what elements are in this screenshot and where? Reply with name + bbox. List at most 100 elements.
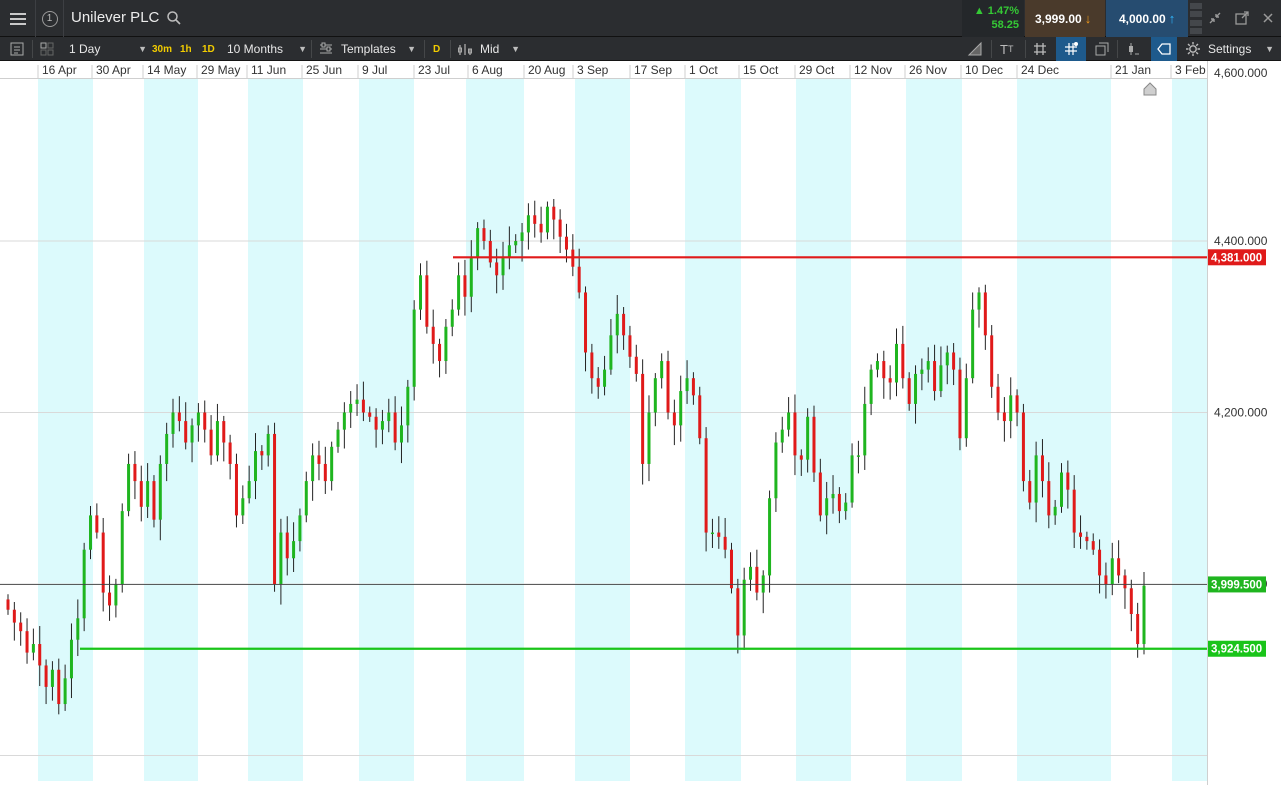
candle-body <box>894 343 898 383</box>
interval-dropdown[interactable]: 1 Day ▼ <box>69 37 147 61</box>
collapse-icon[interactable] <box>1206 9 1224 27</box>
candle-body <box>552 206 556 220</box>
candle-body <box>171 412 175 434</box>
candle-body <box>469 258 473 297</box>
buy-button[interactable]: 4,000.00 ↑ <box>1106 0 1188 37</box>
candle-body <box>95 515 99 533</box>
quick-interval-1h[interactable]: 1h <box>180 43 192 55</box>
market-depth-icon[interactable] <box>1190 3 1202 34</box>
date-band <box>906 78 962 781</box>
candle-body <box>101 532 105 593</box>
sell-button[interactable]: 3,999.00 ↓ <box>1025 0 1105 37</box>
quick-interval-30m[interactable]: 30m <box>152 43 173 55</box>
candlestick-chart[interactable]: 16 Apr 30 Apr 14 May 29 May 11 Jun 25 Jun 9 Ju… <box>0 61 1281 785</box>
candle-body <box>679 391 683 426</box>
x-tick-label: 24 Dec <box>1021 63 1059 77</box>
candle-body <box>114 584 118 606</box>
chart-list-icon[interactable] <box>8 40 26 58</box>
candle-body <box>850 455 854 503</box>
day-badge[interactable]: D <box>433 43 441 55</box>
close-icon[interactable] <box>1259 9 1277 27</box>
price-chart[interactable]: 16 Apr 30 Apr 14 May 29 May 11 Jun 25 Jun 9 Ju… <box>0 61 1281 785</box>
candle-body <box>996 386 1000 413</box>
y-tick-label: 4,400.000 <box>1214 234 1268 248</box>
candle-body <box>856 455 860 457</box>
candle-body <box>355 399 359 404</box>
chevron-down-icon: ▼ <box>1265 44 1274 54</box>
candle-body <box>1040 455 1044 482</box>
candle-body <box>914 373 918 404</box>
x-tick-label: 21 Jan <box>1115 63 1151 77</box>
copy-icon[interactable] <box>1093 40 1111 58</box>
date-band <box>466 78 524 781</box>
candle-body <box>634 356 638 374</box>
draw-line-icon[interactable] <box>966 40 984 58</box>
candle-body <box>729 549 733 589</box>
candle-body <box>622 313 626 336</box>
candle-body <box>228 442 232 464</box>
candle-body <box>260 451 264 456</box>
candle-body <box>755 566 759 593</box>
slot-number: 1 <box>41 10 58 27</box>
candle-body <box>495 262 499 276</box>
chart-slot-button[interactable]: 1 <box>36 0 64 37</box>
candle-body <box>539 223 543 233</box>
settings-dropdown[interactable]: Settings ▼ <box>1208 37 1274 61</box>
candle-body <box>818 472 822 516</box>
candle-body <box>323 463 327 482</box>
candle-body <box>577 266 581 293</box>
date-band <box>359 78 414 781</box>
hamburger-icon <box>9 17 26 20</box>
candle-body <box>1123 575 1127 589</box>
candle-body <box>761 575 765 593</box>
candle-body <box>234 463 238 516</box>
grid-icon[interactable] <box>1031 40 1049 58</box>
x-tick-label: 30 Apr <box>96 63 131 77</box>
candle-body <box>660 361 664 379</box>
quick-interval-1d[interactable]: 1D <box>202 43 215 55</box>
chevron-down-icon: ▼ <box>298 44 307 54</box>
candle-body <box>292 541 296 559</box>
candle-body <box>990 335 994 387</box>
price-type-dropdown[interactable]: Mid ▼ <box>480 37 520 61</box>
candle-body <box>641 373 645 464</box>
scroll-end-icon[interactable] <box>1143 82 1157 96</box>
candle-body <box>1066 472 1070 490</box>
candle-body <box>184 421 188 443</box>
candle-body <box>825 498 829 516</box>
x-tick-label: 9 Jul <box>362 63 387 77</box>
candle-body <box>882 361 886 379</box>
popout-icon[interactable] <box>1233 9 1251 27</box>
menu-button[interactable] <box>0 0 36 37</box>
candle-body <box>457 275 461 310</box>
candle-body <box>158 463 162 520</box>
instrument-header: 1 Unilever PLC ▲ 1.47% 58.25 3,999.00 ↓ 4… <box>0 0 1281 37</box>
candle-body <box>844 502 848 512</box>
candle-body <box>596 378 600 387</box>
layout-icon[interactable] <box>38 40 56 58</box>
candle-body <box>222 421 226 443</box>
candle-body <box>1136 614 1140 645</box>
instrument-name[interactable]: Unilever PLC <box>71 9 160 26</box>
x-tick-label: 15 Oct <box>743 63 779 77</box>
range-dropdown[interactable]: 10 Months ▼ <box>227 37 307 61</box>
candle-body <box>768 498 772 576</box>
candle-body <box>1053 506 1057 516</box>
candle-body <box>38 644 42 666</box>
candle-type-icon[interactable] <box>1124 40 1142 58</box>
candle-body <box>901 343 905 379</box>
label-tool-button[interactable] <box>1151 37 1177 61</box>
candle-body <box>266 433 270 456</box>
candle-body <box>653 378 657 413</box>
candle-body <box>888 378 892 383</box>
candle-body <box>958 369 962 439</box>
candle-body <box>1085 536 1089 542</box>
crosshair-tool-button[interactable] <box>1056 37 1086 61</box>
candle-body <box>1034 455 1038 503</box>
candle-body <box>419 275 423 310</box>
candle-body <box>399 425 403 443</box>
templates-dropdown[interactable]: Templates ▼ <box>341 37 416 61</box>
search-icon[interactable] <box>166 10 182 26</box>
candle-body <box>939 365 943 392</box>
